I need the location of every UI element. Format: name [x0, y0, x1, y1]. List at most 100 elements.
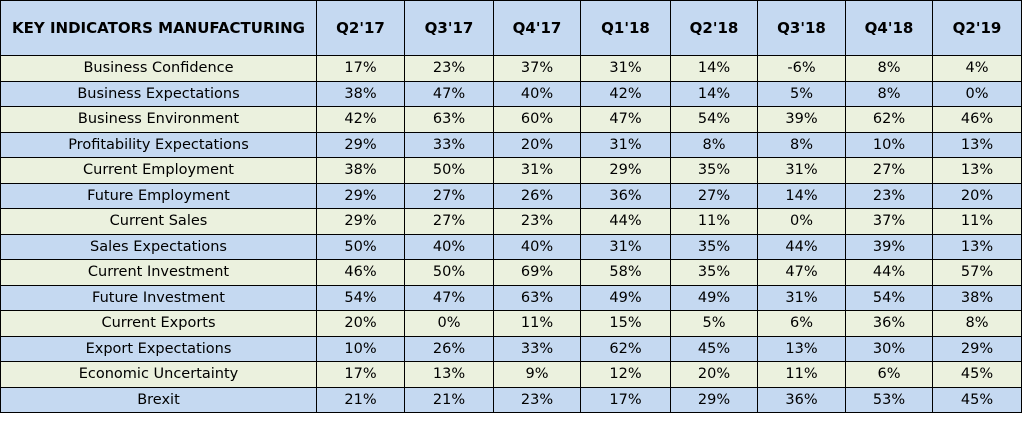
row-label: Brexit [0, 386, 317, 413]
row-label: Current Sales [0, 208, 317, 235]
table-cell: 60% [493, 106, 581, 133]
table-cell: 37% [845, 208, 933, 235]
table-cell: 13% [932, 157, 1022, 184]
table-row: Business Environment 42% 63% 60% 47% 54% 39% 62… [0, 106, 1022, 133]
table-cell: 14% [757, 182, 846, 209]
table-cell: 45% [670, 335, 758, 362]
table-cell: 27% [404, 208, 494, 235]
table-row: Economic Uncertainty 17% 13% 9% 12% 20% 11% 6% 4… [0, 361, 1022, 388]
table-cell: 39% [757, 106, 846, 133]
table-body: Business Confidence 17% 23% 37% 31% 14% -6% 8% 4… [0, 55, 1022, 413]
row-label: Future Investment [0, 284, 317, 311]
table-cell: 54% [845, 284, 933, 311]
row-label: Export Expectations [0, 335, 317, 362]
column-header: Q4'18 [845, 0, 933, 56]
table-cell: 50% [404, 259, 494, 286]
table-cell: 15% [580, 310, 671, 337]
table-cell: 40% [493, 80, 581, 107]
table-cell: 45% [932, 386, 1022, 413]
table-cell: 0% [404, 310, 494, 337]
table-cell: 0% [932, 80, 1022, 107]
table-cell: 29% [316, 131, 405, 158]
column-header: Q2'19 [932, 0, 1022, 56]
table-cell: 38% [932, 284, 1022, 311]
table-cell: 17% [316, 361, 405, 388]
table-cell: 31% [757, 157, 846, 184]
header-row: KEY INDICATORS MANUFACTURING Q2'17 Q3'17 Q… [0, 0, 1022, 56]
table-cell: 21% [316, 386, 405, 413]
table-cell: 13% [757, 335, 846, 362]
table-cell: 63% [404, 106, 494, 133]
table-cell: 30% [845, 335, 933, 362]
table-cell: 49% [580, 284, 671, 311]
table-cell: 8% [670, 131, 758, 158]
table-cell: 14% [670, 55, 758, 82]
table-cell: 57% [932, 259, 1022, 286]
table-row: Brexit 21% 21% 23% 17% 29% 36% 53% 45% [0, 386, 1022, 413]
table-cell: 62% [845, 106, 933, 133]
table-cell: 33% [404, 131, 494, 158]
table-cell: 62% [580, 335, 671, 362]
table-cell: 5% [757, 80, 846, 107]
column-header: Q3'18 [757, 0, 846, 56]
row-label: Future Employment [0, 182, 317, 209]
row-label: Business Environment [0, 106, 317, 133]
table-cell: 42% [316, 106, 405, 133]
table-cell: 13% [404, 361, 494, 388]
table-cell: 6% [845, 361, 933, 388]
table-cell: 27% [404, 182, 494, 209]
row-label: Business Confidence [0, 55, 317, 82]
table-row: Current Employment 38% 50% 31% 29% 35% 31% 27% 1… [0, 157, 1022, 184]
table-cell: 27% [845, 157, 933, 184]
row-label: Current Exports [0, 310, 317, 337]
table-cell: 20% [316, 310, 405, 337]
table-cell: 10% [316, 335, 405, 362]
table-cell: 5% [670, 310, 758, 337]
table-cell: 53% [845, 386, 933, 413]
table-cell: 35% [670, 157, 758, 184]
table-cell: 44% [845, 259, 933, 286]
table-row: Sales Expectations 50% 40% 40% 31% 35% 44% 39% 1… [0, 233, 1022, 260]
table-row: Business Confidence 17% 23% 37% 31% 14% -6% 8% 4… [0, 55, 1022, 82]
table-cell: 31% [580, 233, 671, 260]
table-cell: 26% [493, 182, 581, 209]
table-cell: 23% [404, 55, 494, 82]
table-cell: 39% [845, 233, 933, 260]
table-row: Profitability Expectations 29% 33% 20% 31% 8%… [0, 131, 1022, 158]
table-cell: 29% [670, 386, 758, 413]
table-cell: 50% [404, 157, 494, 184]
column-header: Q2'18 [670, 0, 758, 56]
table-cell: 20% [493, 131, 581, 158]
table-cell: 35% [670, 233, 758, 260]
table-cell: 10% [845, 131, 933, 158]
table-row: Future Investment 54% 47% 63% 49% 49% 31% 54% 38… [0, 284, 1022, 311]
column-header: Q3'17 [404, 0, 494, 56]
row-label: Current Employment [0, 157, 317, 184]
table-cell: 31% [493, 157, 581, 184]
row-label: Economic Uncertainty [0, 361, 317, 388]
table-row: Current Sales 29% 27% 23% 44% 11% 0% 37% 11% [0, 208, 1022, 235]
table-cell: 37% [493, 55, 581, 82]
table-cell: 46% [316, 259, 405, 286]
table-cell: 54% [670, 106, 758, 133]
table-cell: 12% [580, 361, 671, 388]
table-cell: 47% [404, 284, 494, 311]
table-cell: 13% [932, 131, 1022, 158]
table-cell: 11% [493, 310, 581, 337]
table-cell: 36% [845, 310, 933, 337]
table-cell: 20% [932, 182, 1022, 209]
table-cell: 49% [670, 284, 758, 311]
table-cell: 36% [580, 182, 671, 209]
table-cell: 23% [845, 182, 933, 209]
table-cell: 14% [670, 80, 758, 107]
table-row: Current Exports 20% 0% 11% 15% 5% 6% 36% 8% [0, 310, 1022, 337]
table-row: Current Investment 46% 50% 69% 58% 35% 47% 44% 5… [0, 259, 1022, 286]
table-cell: 69% [493, 259, 581, 286]
row-label: Sales Expectations [0, 233, 317, 260]
table-cell: 4% [932, 55, 1022, 82]
table-cell: 54% [316, 284, 405, 311]
column-header: Q4'17 [493, 0, 581, 56]
table-cell: 35% [670, 259, 758, 286]
table-cell: 9% [493, 361, 581, 388]
table-cell: 47% [404, 80, 494, 107]
